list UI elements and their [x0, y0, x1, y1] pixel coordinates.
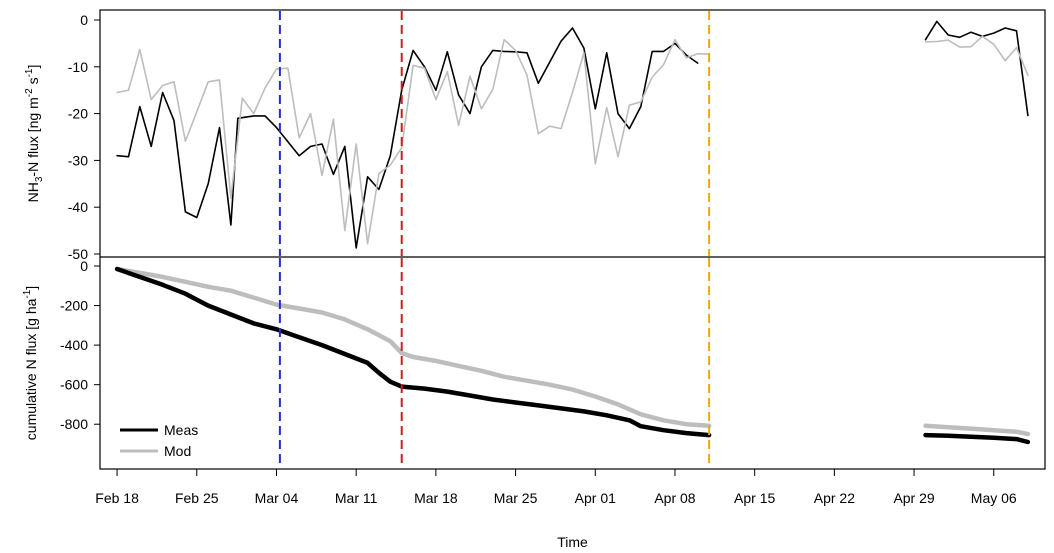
y-axis-label: NH3-N flux [ng m-2 s-1] [24, 65, 45, 203]
ylabel-part: ] [25, 65, 41, 69]
ylabel-part: NH [25, 182, 41, 202]
ylabel-part: -N flux [ng m [25, 97, 41, 176]
x-tick-label: May 06 [971, 490, 1017, 506]
x-tick-label: Mar 18 [414, 490, 458, 506]
y-tick-label: -10 [68, 59, 88, 75]
y-tick-label: -40 [68, 199, 88, 215]
series-line-meas [923, 432, 1031, 445]
x-tick-label: Apr 29 [893, 490, 934, 506]
series-line-mod [114, 266, 712, 429]
series-line-meas [114, 266, 712, 438]
x-tick-label: Feb 25 [175, 490, 219, 506]
x-tick-label: Mar 11 [335, 490, 378, 506]
series-line-mod [924, 35, 1029, 76]
x-tick-label: Apr 08 [654, 490, 695, 506]
x-axis-label: Time [557, 534, 588, 550]
ylabel-sup: -2 [24, 88, 35, 97]
y-tick-label: -600 [60, 377, 88, 393]
y-tick-label: 0 [80, 12, 88, 28]
ylabel-sub: 3 [34, 176, 45, 182]
y-axis-label: cumulative N flux [g ha-1] [22, 286, 39, 440]
plot-frame [99, 9, 1046, 470]
y-tick-label: -400 [60, 337, 88, 353]
x-tick-label: Apr 01 [575, 490, 616, 506]
panel-top: 0 -10 -20 -30 -40 -50 NH3-N flux [ng m-2 s-1] [24, 11, 1029, 262]
ylabel-sup: -1 [24, 68, 35, 77]
series-group [116, 20, 1029, 249]
y-tick-label: -20 [68, 106, 88, 122]
series-line-mod [116, 38, 710, 245]
ylabel-part: ] [23, 286, 39, 290]
y-tick-label: -50 [68, 246, 88, 262]
y-tick-label: -800 [60, 416, 88, 432]
series-line-mod [923, 423, 1031, 437]
legend-label-mod: Mod [164, 443, 191, 459]
y-tick-label: -30 [68, 152, 88, 168]
series-line-meas [924, 20, 1029, 117]
series-line-meas [116, 27, 699, 249]
x-tick-label: Apr 22 [814, 490, 855, 506]
ylabel-part: cumulative N flux [g ha [23, 298, 39, 440]
x-tick-label: Feb 18 [95, 490, 139, 506]
series-group [114, 266, 1031, 445]
legend-label-meas: Meas [164, 422, 198, 438]
ylabel-part: s [25, 77, 41, 88]
x-tick-label: Apr 15 [734, 490, 775, 506]
x-tick-label: Mar 25 [494, 490, 538, 506]
panel-bottom: 0 -200 -400 -600 -800 cumulative N flux [g ha… [22, 258, 1031, 468]
y-tick-label: 0 [80, 258, 88, 274]
ylabel-sup: -1 [22, 289, 33, 298]
y-tick-label: -200 [60, 298, 88, 314]
x-tick-label: Mar 04 [255, 490, 299, 506]
